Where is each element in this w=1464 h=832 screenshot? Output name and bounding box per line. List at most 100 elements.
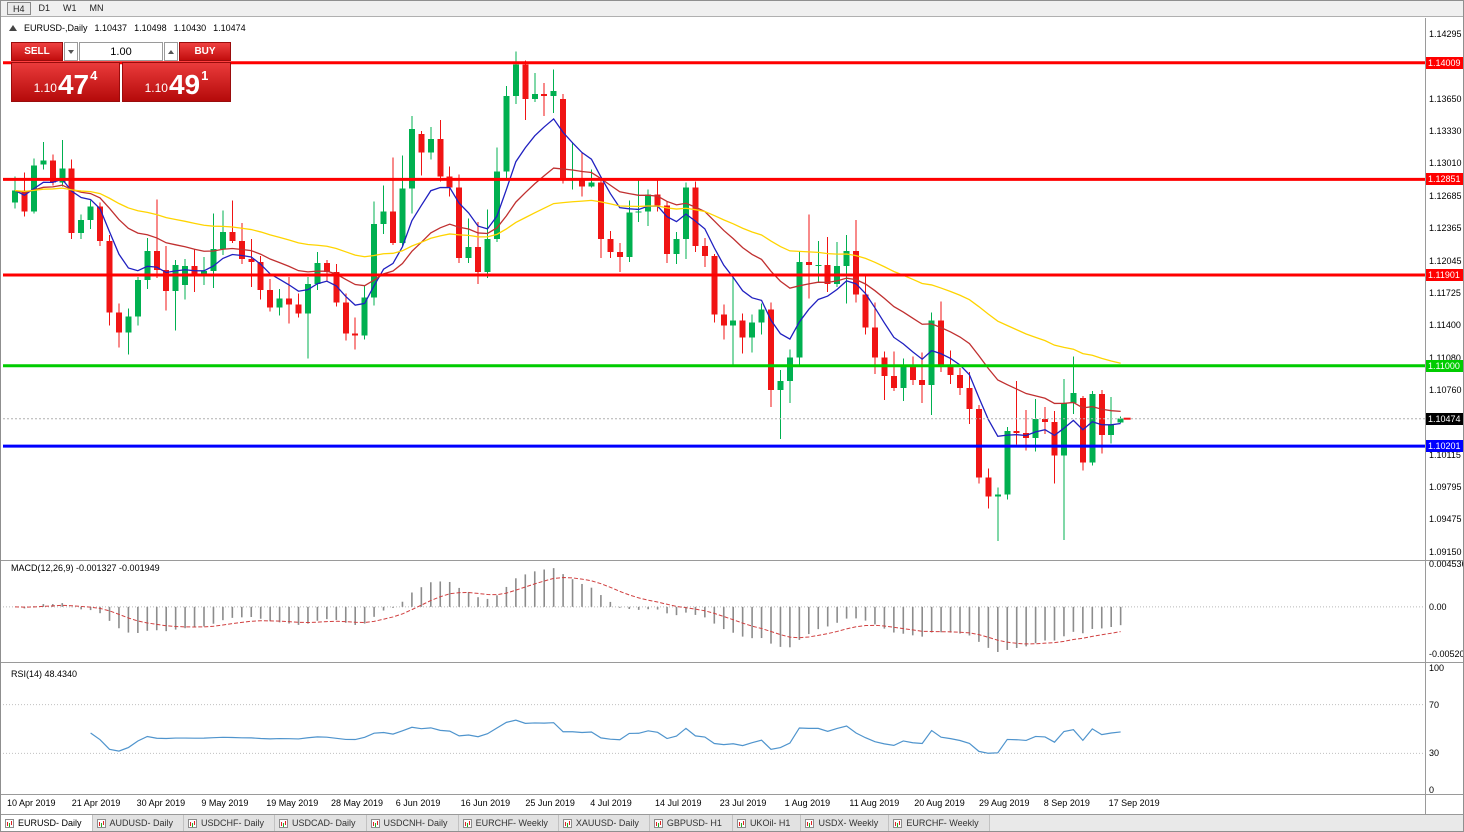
chart-icon	[562, 818, 572, 828]
sell-button[interactable]: SELL	[11, 42, 63, 61]
symbol-period-label: EURUSD-,Daily	[24, 23, 88, 33]
tab-gbpusd-h1[interactable]: GBPUSD- H1	[649, 815, 733, 831]
volume-input[interactable]	[79, 42, 163, 61]
sell-price-big: 47	[57, 69, 90, 100]
chart-icon	[736, 818, 746, 828]
tab-audusd-daily[interactable]: AUDUSD- Daily	[92, 815, 185, 831]
chart-icon	[893, 818, 903, 828]
date-label: 11 Aug 2019	[849, 798, 900, 808]
tab-label: GBPUSD- H1	[666, 818, 722, 828]
chart-icon	[653, 818, 663, 828]
timeframe-toolbar: H4 D1 W1 MN	[1, 1, 1463, 17]
tab-label: XAUUSD- Daily	[575, 818, 639, 828]
level-price-tag: 1.10201	[1426, 440, 1463, 453]
chart-icon	[5, 818, 14, 828]
price-tick: 1.14295	[1429, 29, 1462, 39]
buy-price-big: 49	[168, 69, 201, 100]
timeframe-w1-button[interactable]: W1	[63, 3, 77, 13]
moving-averages	[14, 117, 1121, 437]
rsi-axis-tick: 70	[1429, 699, 1440, 710]
timeframe-mn-button[interactable]: MN	[89, 3, 104, 13]
date-label: 28 May 2019	[331, 798, 384, 808]
chart-tabs-bar: EURUSD- Daily AUDUSD- Daily USDCHF- Dail…	[1, 814, 1463, 831]
tab-usdchf-daily[interactable]: USDCHF- Daily	[184, 815, 276, 831]
macd-indicator	[3, 568, 1425, 652]
timeframe-h4-button[interactable]: H4	[7, 2, 31, 15]
chart-icon	[96, 818, 106, 828]
price-tick: 1.13650	[1429, 93, 1462, 104]
volume-decrease-button[interactable]	[64, 42, 78, 61]
rsi-axis-tick: 0	[1429, 785, 1435, 795]
tab-label: EURCHF- Weekly	[906, 818, 979, 828]
price-tick: 1.09150	[1429, 547, 1462, 557]
tab-label: AUDUSD- Daily	[109, 818, 174, 828]
rsi-axis-tick: 100	[1429, 663, 1445, 673]
date-label: 14 Jul 2019	[655, 798, 702, 808]
tab-label: USDCNH- Daily	[383, 818, 448, 828]
chart-icon	[279, 818, 289, 828]
date-label: 1 Aug 2019	[784, 798, 831, 808]
tab-usdcnh-daily[interactable]: USDCNH- Daily	[366, 815, 459, 831]
chart-icon	[188, 818, 198, 828]
chart-icon	[805, 818, 815, 828]
level-lines[interactable]	[3, 61, 1425, 448]
tab-eurusd-daily[interactable]: EURUSD- Daily	[1, 815, 93, 831]
level-price-tag: 1.14009	[1426, 56, 1463, 69]
price-axis: 1.14295 1.13650 1.13330 1.13010 1.12685 1.123…	[1426, 1, 1463, 831]
date-label: 30 Apr 2019	[136, 798, 186, 808]
sell-price-pip: 4	[90, 68, 98, 83]
tab-usdcad-daily[interactable]: USDCAD- Daily	[275, 815, 367, 831]
buy-price-prefix: 1.10	[144, 81, 168, 95]
tab-eurchf-weekly-2[interactable]: EURCHF- Weekly	[889, 815, 990, 831]
sell-price-display[interactable]: 1.10 47 4	[11, 62, 120, 102]
tab-label: EURCHF- Weekly	[475, 818, 548, 828]
current-price-tag: 1.10474	[1426, 412, 1463, 425]
candlestick-series	[12, 51, 1124, 541]
volume-down-icon	[68, 49, 74, 54]
buy-price-pip: 1	[201, 68, 209, 83]
volume-increase-button[interactable]	[164, 42, 178, 61]
macd-label: MACD(12,26,9) -0.001327 -0.001949	[11, 563, 160, 573]
date-label: 10 Apr 2019	[7, 798, 56, 808]
date-label: 4 Jul 2019	[590, 798, 632, 808]
tab-eurchf-weekly[interactable]: EURCHF- Weekly	[458, 815, 559, 831]
timeframe-d1-button[interactable]: D1	[38, 3, 51, 13]
buy-button[interactable]: BUY	[179, 42, 231, 61]
tab-xauusd-daily[interactable]: XAUUSD- Daily	[558, 815, 650, 831]
date-label: 9 May 2019	[201, 798, 249, 808]
price-tick: 1.12045	[1429, 255, 1462, 266]
price-tick: 1.13330	[1429, 126, 1462, 137]
close-value: 1.10474	[213, 23, 246, 33]
volume-up-icon	[168, 49, 174, 54]
chart-info-line: EURUSD-,Daily 1.10437 1.10498 1.10430 1.…	[9, 23, 246, 33]
level-price-tag: 1.11000	[1426, 359, 1463, 372]
one-click-trading-panel: SELL BUY 1.10 47 4 1.10 49 1	[11, 42, 231, 102]
date-label: 25 Jun 2019	[525, 798, 575, 808]
chart-icon	[370, 818, 380, 828]
level-price-tag: 1.12851	[1426, 173, 1463, 186]
date-label: 16 Jun 2019	[460, 798, 511, 808]
price-tick: 1.11400	[1429, 320, 1461, 331]
chart-icon	[462, 818, 472, 828]
price-tick: 1.09795	[1429, 482, 1462, 493]
collapse-panel-icon[interactable]	[9, 25, 17, 31]
high-value: 1.10498	[134, 23, 167, 33]
buy-price-display[interactable]: 1.10 49 1	[122, 62, 231, 102]
tab-label: UKOil- H1	[749, 818, 791, 828]
tab-ukoil-h1[interactable]: UKOil- H1	[732, 815, 802, 831]
date-label: 20 Aug 2019	[914, 798, 965, 808]
low-value: 1.10430	[173, 23, 207, 33]
tab-usdx-weekly[interactable]: USDX- Weekly	[801, 815, 890, 831]
price-tick: 1.10115	[1429, 449, 1461, 460]
date-label: 8 Sep 2019	[1043, 798, 1090, 808]
date-label: 17 Sep 2019	[1108, 798, 1160, 808]
date-label: 23 Jul 2019	[719, 798, 767, 808]
date-label: 19 May 2019	[266, 798, 319, 808]
time-axis: 10 Apr 2019 21 Apr 2019 30 Apr 2019 9 May 2…	[1, 798, 1425, 812]
rsi-indicator	[3, 704, 1425, 754]
open-value: 1.10437	[94, 23, 128, 33]
level-price-tag: 1.11901	[1426, 269, 1463, 282]
rsi-axis-tick: 30	[1429, 748, 1440, 759]
price-tick: 1.12685	[1429, 191, 1462, 202]
